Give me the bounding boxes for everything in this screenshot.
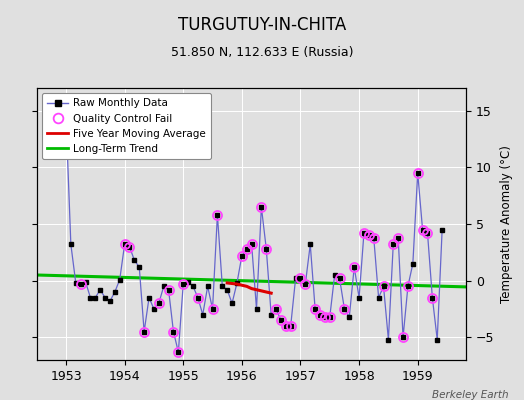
Text: Berkeley Earth: Berkeley Earth bbox=[432, 390, 508, 400]
Legend: Raw Monthly Data, Quality Control Fail, Five Year Moving Average, Long-Term Tren: Raw Monthly Data, Quality Control Fail, … bbox=[42, 93, 211, 159]
Text: 51.850 N, 112.633 E (Russia): 51.850 N, 112.633 E (Russia) bbox=[171, 46, 353, 59]
Text: TURGUTUY-IN-CHITA: TURGUTUY-IN-CHITA bbox=[178, 16, 346, 34]
Y-axis label: Temperature Anomaly (°C): Temperature Anomaly (°C) bbox=[500, 145, 513, 303]
